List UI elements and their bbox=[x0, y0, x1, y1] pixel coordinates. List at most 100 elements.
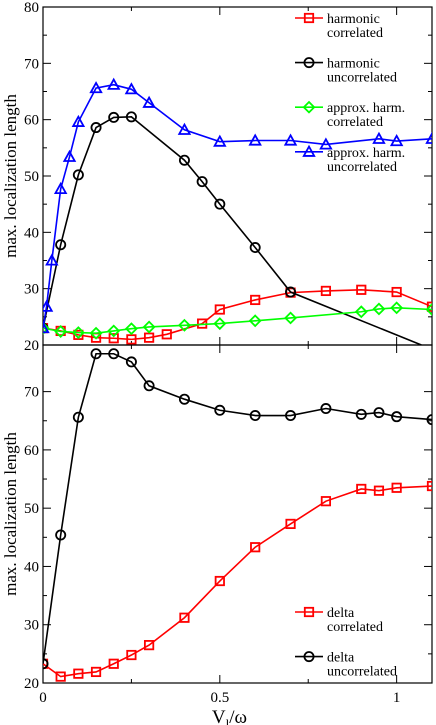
data-point bbox=[320, 403, 332, 415]
data-point bbox=[283, 133, 298, 146]
data-point bbox=[62, 149, 77, 162]
data-point bbox=[214, 575, 225, 587]
legend-label: harmonic bbox=[327, 12, 380, 27]
data-point bbox=[73, 668, 84, 679]
data-point bbox=[249, 410, 261, 422]
legend-label: correlated bbox=[327, 620, 383, 635]
data-point bbox=[214, 404, 226, 416]
data-point bbox=[108, 111, 120, 123]
data-point bbox=[177, 318, 191, 332]
data-point bbox=[45, 253, 59, 266]
data-point bbox=[372, 131, 386, 144]
data-point bbox=[248, 314, 262, 328]
legend-label: harmonic bbox=[327, 57, 380, 72]
data-point bbox=[213, 134, 227, 147]
y-tick-label: 80 bbox=[24, 0, 39, 16]
data-point bbox=[249, 242, 261, 254]
series-harmonic-uncorrelated bbox=[43, 111, 422, 345]
y-axis-label: max. localization length bbox=[1, 432, 20, 596]
data-point bbox=[320, 285, 332, 297]
data-point bbox=[43, 299, 54, 312]
data-point bbox=[373, 407, 385, 419]
x-tick-label: 0.5 bbox=[210, 690, 229, 706]
data-point bbox=[320, 496, 332, 507]
data-point bbox=[250, 294, 261, 306]
series-line bbox=[43, 485, 432, 678]
legend-label: delta bbox=[327, 606, 355, 621]
data-point bbox=[390, 301, 404, 315]
data-point bbox=[179, 612, 190, 623]
data-point bbox=[356, 483, 367, 495]
series-approx-harm-uncorrelated bbox=[43, 77, 432, 334]
data-point bbox=[356, 284, 367, 295]
data-point bbox=[426, 301, 432, 312]
data-point bbox=[124, 82, 139, 95]
x-tick-label: 1 bbox=[393, 690, 401, 706]
data-point bbox=[391, 482, 402, 493]
data-point bbox=[178, 154, 190, 166]
legend-marker bbox=[303, 12, 315, 24]
y-axis-label: max. localization length bbox=[1, 94, 20, 258]
data-point bbox=[43, 321, 50, 334]
series-delta-correlated bbox=[43, 480, 432, 682]
series-approx-harm-correlated bbox=[43, 301, 432, 340]
data-point bbox=[161, 329, 172, 340]
data-point bbox=[126, 649, 137, 661]
data-point bbox=[214, 198, 226, 210]
legend-marker bbox=[303, 651, 315, 663]
data-point bbox=[143, 332, 155, 343]
data-point bbox=[285, 286, 297, 298]
y-tick-label: 60 bbox=[24, 443, 39, 459]
y-tick-label: 20 bbox=[24, 676, 39, 692]
data-point bbox=[142, 95, 156, 108]
y-tick-label: 50 bbox=[24, 501, 39, 517]
series-line bbox=[43, 83, 432, 329]
data-point bbox=[55, 239, 67, 251]
series-line bbox=[43, 307, 432, 334]
data-point bbox=[108, 333, 119, 344]
legend-marker bbox=[302, 144, 316, 157]
data-point bbox=[372, 302, 386, 316]
x-axis-label: Vl/ω bbox=[212, 707, 247, 725]
data-point bbox=[126, 334, 137, 345]
data-point bbox=[55, 671, 66, 682]
y-tick-label: 70 bbox=[24, 56, 39, 72]
data-point bbox=[178, 393, 190, 405]
data-point bbox=[248, 133, 262, 146]
legend-marker bbox=[302, 100, 316, 114]
data-point bbox=[143, 640, 155, 651]
series-line bbox=[43, 352, 432, 664]
data-point bbox=[90, 666, 102, 678]
data-point bbox=[391, 411, 403, 423]
data-point bbox=[90, 122, 102, 134]
legend-label: delta bbox=[327, 651, 355, 666]
data-point bbox=[71, 326, 85, 340]
data-point bbox=[389, 134, 404, 147]
data-point bbox=[425, 303, 432, 316]
legend-label: uncorrelated bbox=[327, 71, 397, 86]
data-point bbox=[107, 324, 121, 338]
data-point bbox=[426, 480, 432, 492]
top-panel: 20 30 40 50 60 70 80 max. localization length ha… bbox=[1, 0, 433, 354]
data-point bbox=[425, 131, 432, 144]
series-line bbox=[43, 288, 432, 341]
x-tick-label: 0 bbox=[39, 690, 47, 706]
legend-label: approx. harm. bbox=[327, 146, 405, 161]
legend-label: correlated bbox=[327, 115, 383, 130]
data-point bbox=[43, 658, 49, 670]
x-axis-label-suffix: /ω bbox=[229, 707, 247, 725]
data-point bbox=[285, 410, 297, 422]
plot-frame bbox=[42, 344, 433, 684]
y-tick-label: 40 bbox=[24, 225, 39, 241]
data-point bbox=[124, 322, 138, 336]
x-axis-label-sub: l bbox=[226, 716, 230, 725]
data-point bbox=[108, 658, 119, 669]
legend-marker bbox=[303, 606, 315, 618]
data-point bbox=[89, 81, 103, 94]
data-point bbox=[354, 305, 368, 319]
data-point bbox=[71, 114, 86, 127]
y-tick-label: 30 bbox=[24, 282, 39, 298]
data-point bbox=[355, 408, 367, 420]
data-point bbox=[213, 317, 227, 331]
